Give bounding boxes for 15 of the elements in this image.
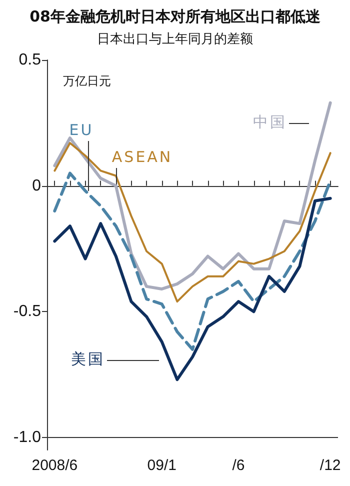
x-tick-label: /6	[232, 457, 245, 474]
chart-title: 08年金融危机时日本对所有地区出口都低迷	[30, 8, 322, 26]
x-tick-label: /12	[320, 457, 341, 474]
series-label: ASEAN	[112, 148, 173, 166]
y-axis-title: 万亿日元	[63, 74, 111, 88]
text: EU	[69, 120, 94, 139]
x-tick-label: 2008/6	[32, 457, 78, 474]
y-tick-label: 0.5	[18, 52, 42, 68]
chart-subtitle: 日本出口与上年同月的差额	[97, 32, 253, 47]
x-tick-label: 09/1	[147, 457, 176, 474]
y-tick-label: -1.0	[13, 428, 42, 446]
y-tick-label: 0	[32, 177, 42, 194]
y-tick-label: -0.5	[13, 303, 42, 320]
text: 中国	[253, 112, 288, 132]
text: 美国	[71, 350, 106, 369]
